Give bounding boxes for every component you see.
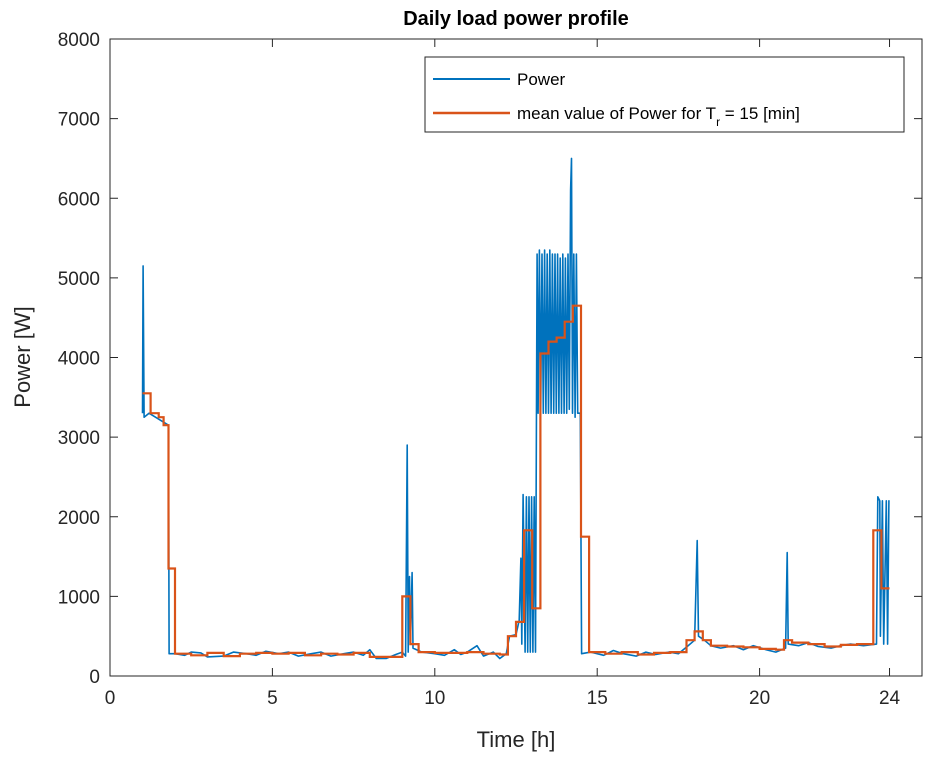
- y-tick-label: 8000: [58, 30, 100, 51]
- y-tick-label: 7000: [58, 110, 100, 131]
- x-axis-label: Time [h]: [477, 727, 556, 752]
- y-axis-label: Power [W]: [10, 306, 35, 407]
- x-tick-label: 24: [879, 688, 901, 709]
- legend-mean-suffix: = 15 [min]: [720, 104, 800, 123]
- y-tick-label: 6000: [58, 189, 100, 210]
- legend-label-mean: mean value of Power for Tr = 15 [min]: [517, 104, 800, 129]
- x-tick-label: 20: [749, 688, 770, 709]
- mean-power-series-line: [142, 304, 890, 658]
- y-tick-label: 0: [89, 667, 100, 688]
- legend: Power mean value of Power for Tr = 15 [m…: [424, 56, 905, 133]
- plot-area-frame: [109, 38, 923, 677]
- x-tick-label: 10: [424, 688, 445, 709]
- y-tick-label: 1000: [58, 587, 100, 608]
- chart-title: Daily load power profile: [403, 8, 629, 30]
- y-tick-label: 5000: [58, 269, 100, 290]
- legend-label-power: Power: [517, 70, 566, 89]
- y-tick-label: 2000: [58, 508, 100, 529]
- y-tick-label: 4000: [58, 349, 100, 370]
- x-tick-label: 5: [267, 688, 278, 709]
- legend-mean-prefix: mean value of Power for T: [517, 104, 716, 123]
- x-tick-label: 0: [105, 688, 116, 709]
- x-tick-label: 15: [587, 688, 608, 709]
- legend-box: [424, 56, 905, 133]
- legend-mean-subscript: r: [716, 115, 720, 129]
- power-series-line: [141, 157, 890, 660]
- y-tick-label: 3000: [58, 428, 100, 449]
